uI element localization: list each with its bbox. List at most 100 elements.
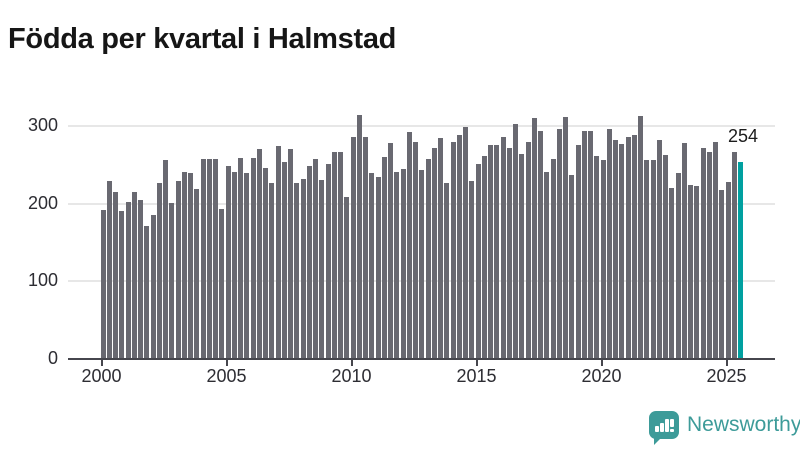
bar-2005 Q4 bbox=[244, 172, 250, 359]
x-tick-label-2020: 2020 bbox=[581, 366, 622, 386]
bar-2014 Q1 bbox=[450, 142, 456, 359]
bar-2010 Q1 bbox=[350, 136, 356, 359]
bar-2011 Q4 bbox=[394, 171, 400, 359]
bar-2012 Q4 bbox=[419, 170, 425, 359]
newsworthy-logo[interactable]: Newsworthy bbox=[649, 411, 800, 445]
y-tick-label-0: 0 bbox=[47, 348, 58, 368]
bar-2011 Q2 bbox=[381, 157, 387, 359]
y-tick-label-200: 200 bbox=[27, 192, 58, 213]
bar-2022 Q4 bbox=[669, 188, 675, 359]
bar-2016 Q2 bbox=[506, 147, 512, 359]
bar-2016 Q1 bbox=[500, 136, 506, 359]
newsworthy-bubble-chart-icon bbox=[649, 411, 679, 445]
y-tick-label-100: 100 bbox=[27, 270, 58, 291]
bar-2006 Q3 bbox=[263, 167, 268, 359]
bar-2023 Q3 bbox=[688, 185, 693, 359]
bar-2004 Q1 bbox=[200, 158, 206, 359]
bar-2015 Q2 bbox=[481, 155, 487, 359]
bar-2012 Q2 bbox=[406, 132, 412, 359]
bar-2014 Q2 bbox=[456, 134, 462, 359]
x-tick-2015 bbox=[475, 360, 478, 366]
bar-2009 Q1 bbox=[325, 164, 331, 359]
bar-2018 Q1 bbox=[550, 158, 556, 359]
x-tick-2000 bbox=[100, 360, 103, 366]
bar-2015 Q1 bbox=[475, 164, 481, 359]
bar-2003 Q2 bbox=[181, 171, 187, 359]
bar-2009 Q4 bbox=[344, 197, 350, 359]
bar-2007 Q2 bbox=[281, 161, 287, 359]
bar-2004 Q3 bbox=[213, 158, 218, 359]
bar-2000 Q3 bbox=[113, 192, 118, 359]
bar-2024 Q2 bbox=[706, 152, 712, 359]
bar-2003 Q1 bbox=[175, 181, 181, 359]
bar-2006 Q1 bbox=[250, 157, 256, 359]
bar-2008 Q1 bbox=[300, 178, 306, 359]
bar-2016 Q3 bbox=[513, 123, 518, 359]
x-tick-2010 bbox=[350, 360, 353, 366]
bar-2023 Q1 bbox=[675, 173, 681, 359]
highlight-value-label: 254 bbox=[727, 126, 759, 146]
bar-2008 Q2 bbox=[306, 165, 312, 359]
bar-2007 Q3 bbox=[288, 149, 293, 359]
bar-2000 Q1 bbox=[100, 209, 106, 359]
brand-name: Newsworthy bbox=[687, 413, 800, 436]
bar-2001 Q2 bbox=[131, 192, 137, 359]
bar-2009 Q2 bbox=[331, 152, 337, 359]
bar-2006 Q4 bbox=[269, 182, 275, 359]
gridline-300 bbox=[68, 125, 775, 127]
bar-2012 Q3 bbox=[413, 141, 418, 359]
bar-2017 Q3 bbox=[538, 131, 543, 359]
bar-2001 Q3 bbox=[138, 199, 143, 359]
bar-2002 Q1 bbox=[150, 214, 156, 359]
bar-2015 Q4 bbox=[494, 144, 500, 359]
bar-2018 Q4 bbox=[569, 174, 575, 359]
bar-2019 Q2 bbox=[581, 131, 587, 359]
bar-2016 Q4 bbox=[519, 153, 525, 359]
bar-2002 Q3 bbox=[163, 160, 168, 359]
bar-2021 Q4 bbox=[644, 160, 650, 359]
bar-2010 Q2 bbox=[356, 115, 362, 359]
bar-2021 Q2 bbox=[631, 134, 637, 359]
bar-2003 Q4 bbox=[194, 188, 200, 359]
bar-2008 Q3 bbox=[313, 159, 318, 359]
bar-2018 Q3 bbox=[563, 116, 568, 359]
bar-2022 Q1 bbox=[650, 160, 656, 359]
bar-2003 Q3 bbox=[188, 173, 193, 359]
bar-2020 Q3 bbox=[613, 139, 618, 359]
bar-2020 Q1 bbox=[600, 160, 606, 359]
bar-2001 Q1 bbox=[125, 202, 131, 359]
bar-2005 Q1 bbox=[225, 165, 231, 359]
x-tick-label-2015: 2015 bbox=[456, 366, 497, 386]
x-tick-label-2010: 2010 bbox=[331, 366, 372, 386]
bar-2002 Q4 bbox=[169, 202, 175, 359]
bar-2013 Q2 bbox=[431, 147, 437, 359]
x-tick-2005 bbox=[225, 360, 228, 366]
bar-2005 Q2 bbox=[231, 171, 237, 359]
bar-2022 Q2 bbox=[656, 139, 662, 359]
y-tick-label-300: 300 bbox=[27, 115, 58, 135]
bar-2014 Q3 bbox=[463, 126, 468, 359]
bar-2000 Q4 bbox=[119, 211, 125, 359]
bar-highlight-2025 Q3 bbox=[738, 161, 743, 359]
bar-2011 Q3 bbox=[388, 143, 393, 359]
bar-2006 Q2 bbox=[256, 148, 262, 359]
bar-2014 Q4 bbox=[469, 181, 475, 359]
bar-2025 Q1 bbox=[725, 181, 731, 359]
bar-2023 Q4 bbox=[694, 185, 700, 359]
bar-2009 Q3 bbox=[338, 151, 343, 359]
x-tick-2025 bbox=[725, 360, 728, 366]
bar-2004 Q2 bbox=[206, 158, 212, 359]
bar-2020 Q4 bbox=[619, 143, 625, 359]
bar-2007 Q4 bbox=[294, 183, 300, 359]
bar-2023 Q2 bbox=[681, 143, 687, 359]
x-tick-2020 bbox=[600, 360, 603, 366]
bar-2017 Q4 bbox=[544, 171, 550, 359]
bar-2001 Q4 bbox=[144, 226, 150, 359]
bar-2019 Q4 bbox=[594, 156, 600, 359]
x-tick-label-2000: 2000 bbox=[81, 366, 122, 386]
bar-2022 Q3 bbox=[663, 154, 668, 359]
bar-2019 Q3 bbox=[588, 130, 593, 359]
bar-2017 Q2 bbox=[531, 118, 537, 359]
x-tick-label-2025: 2025 bbox=[706, 366, 747, 386]
x-tick-label-2005: 2005 bbox=[206, 366, 247, 386]
